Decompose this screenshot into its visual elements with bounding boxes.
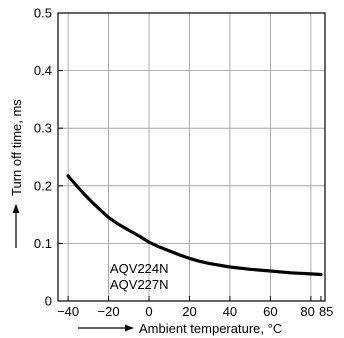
y-tick-label: 0.1 (34, 236, 52, 251)
ticks (58, 12, 322, 302)
y-axis-label: Turn off time, ms (9, 99, 24, 196)
y-tick-label: 0 (45, 294, 52, 309)
x-tick-labels: −40 −20 0 20 40 60 80 85 (57, 304, 333, 319)
y-tick-label: 0.2 (34, 178, 52, 193)
series-line (66, 174, 323, 277)
x-tick-label: 40 (223, 304, 237, 319)
y-axis-arrow (12, 204, 20, 248)
y-tick-label: 0.5 (34, 6, 52, 21)
x-tick-label: −20 (98, 304, 120, 319)
x-tick-label: 20 (182, 304, 196, 319)
x-tick-label: 80 (300, 304, 314, 319)
x-tick-label: 0 (145, 304, 152, 319)
x-tick-label: 85 (319, 304, 333, 319)
y-tick-label: 0.4 (34, 63, 52, 78)
x-tick-label: 60 (263, 304, 277, 319)
x-tick-label: −40 (57, 304, 79, 319)
x-axis-arrow (78, 324, 134, 332)
annotation-line-2: AQV227N (110, 277, 169, 292)
y-tick-labels: 0 0.1 0.2 0.3 0.4 0.5 (34, 6, 52, 309)
plot-frame (57, 12, 326, 302)
series (66, 174, 323, 277)
annotation-line-1: AQV224N (110, 261, 169, 276)
x-axis-label: Ambient temperature, °C (139, 321, 282, 336)
y-tick-label: 0.3 (34, 121, 52, 136)
